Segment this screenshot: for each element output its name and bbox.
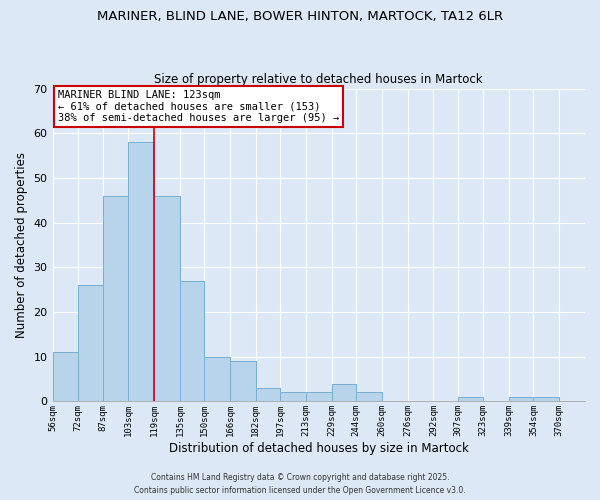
Bar xyxy=(154,196,180,402)
Bar xyxy=(154,196,180,402)
Bar xyxy=(306,392,332,402)
Bar xyxy=(79,285,103,402)
Bar xyxy=(256,388,280,402)
Bar xyxy=(128,142,154,402)
Bar xyxy=(509,397,533,402)
Bar xyxy=(509,397,533,402)
Bar xyxy=(128,142,154,402)
Bar xyxy=(356,392,382,402)
Bar xyxy=(204,356,230,402)
Bar xyxy=(79,285,103,402)
Text: MARINER, BLIND LANE, BOWER HINTON, MARTOCK, TA12 6LR: MARINER, BLIND LANE, BOWER HINTON, MARTO… xyxy=(97,10,503,23)
Bar xyxy=(180,280,204,402)
Bar xyxy=(53,352,79,402)
X-axis label: Distribution of detached houses by size in Martock: Distribution of detached houses by size … xyxy=(169,442,469,455)
Bar xyxy=(230,361,256,402)
Bar xyxy=(332,384,356,402)
Bar xyxy=(53,352,79,402)
Bar xyxy=(280,392,306,402)
Text: MARINER BLIND LANE: 123sqm
← 61% of detached houses are smaller (153)
38% of sem: MARINER BLIND LANE: 123sqm ← 61% of deta… xyxy=(58,90,339,124)
Text: Contains HM Land Registry data © Crown copyright and database right 2025.
Contai: Contains HM Land Registry data © Crown c… xyxy=(134,474,466,495)
Bar xyxy=(103,196,128,402)
Bar xyxy=(204,356,230,402)
Bar xyxy=(458,397,484,402)
Bar xyxy=(533,397,559,402)
Bar xyxy=(280,392,306,402)
Bar xyxy=(458,397,484,402)
Title: Size of property relative to detached houses in Martock: Size of property relative to detached ho… xyxy=(154,73,483,86)
Bar xyxy=(356,392,382,402)
Bar xyxy=(306,392,332,402)
Y-axis label: Number of detached properties: Number of detached properties xyxy=(15,152,28,338)
Bar xyxy=(230,361,256,402)
Bar xyxy=(180,280,204,402)
Bar xyxy=(103,196,128,402)
Bar xyxy=(256,388,280,402)
Bar xyxy=(533,397,559,402)
Bar xyxy=(332,384,356,402)
